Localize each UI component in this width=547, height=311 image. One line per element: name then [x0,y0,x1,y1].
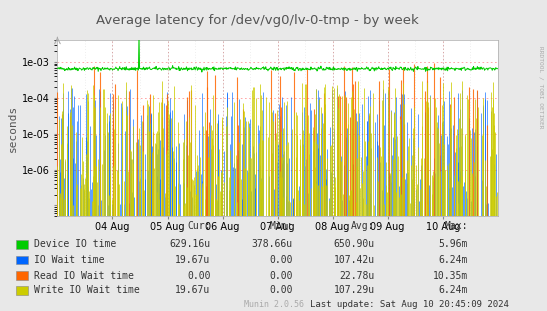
Text: 629.16u: 629.16u [170,239,211,249]
Text: Read IO Wait time: Read IO Wait time [34,271,134,281]
Text: Min:: Min: [269,220,293,230]
Text: 0.00: 0.00 [269,285,293,295]
Text: Last update: Sat Aug 10 20:45:09 2024: Last update: Sat Aug 10 20:45:09 2024 [310,300,509,309]
Text: 6.24m: 6.24m [438,255,468,265]
Text: 19.67u: 19.67u [176,285,211,295]
Text: Average latency for /dev/vg0/lv-0-tmp - by week: Average latency for /dev/vg0/lv-0-tmp - … [96,14,418,27]
Text: Write IO Wait time: Write IO Wait time [34,285,139,295]
Text: 10.35m: 10.35m [433,271,468,281]
Y-axis label: seconds: seconds [8,105,18,152]
Text: 0.00: 0.00 [269,255,293,265]
Text: 107.42u: 107.42u [334,255,375,265]
Text: 5.96m: 5.96m [438,239,468,249]
Text: 650.90u: 650.90u [334,239,375,249]
Text: 107.29u: 107.29u [334,285,375,295]
Text: 0.00: 0.00 [187,271,211,281]
Text: Device IO time: Device IO time [34,239,116,249]
Text: RRDTOOL / TOBI OETIKER: RRDTOOL / TOBI OETIKER [538,46,543,128]
Text: 378.66u: 378.66u [252,239,293,249]
Text: 6.24m: 6.24m [438,285,468,295]
Text: IO Wait time: IO Wait time [34,255,104,265]
Text: Max:: Max: [444,220,468,230]
Text: 0.00: 0.00 [269,271,293,281]
Text: Cur:: Cur: [187,220,211,230]
Text: Munin 2.0.56: Munin 2.0.56 [243,299,304,309]
Text: Avg:: Avg: [351,220,375,230]
Text: 19.67u: 19.67u [176,255,211,265]
Text: 22.78u: 22.78u [340,271,375,281]
